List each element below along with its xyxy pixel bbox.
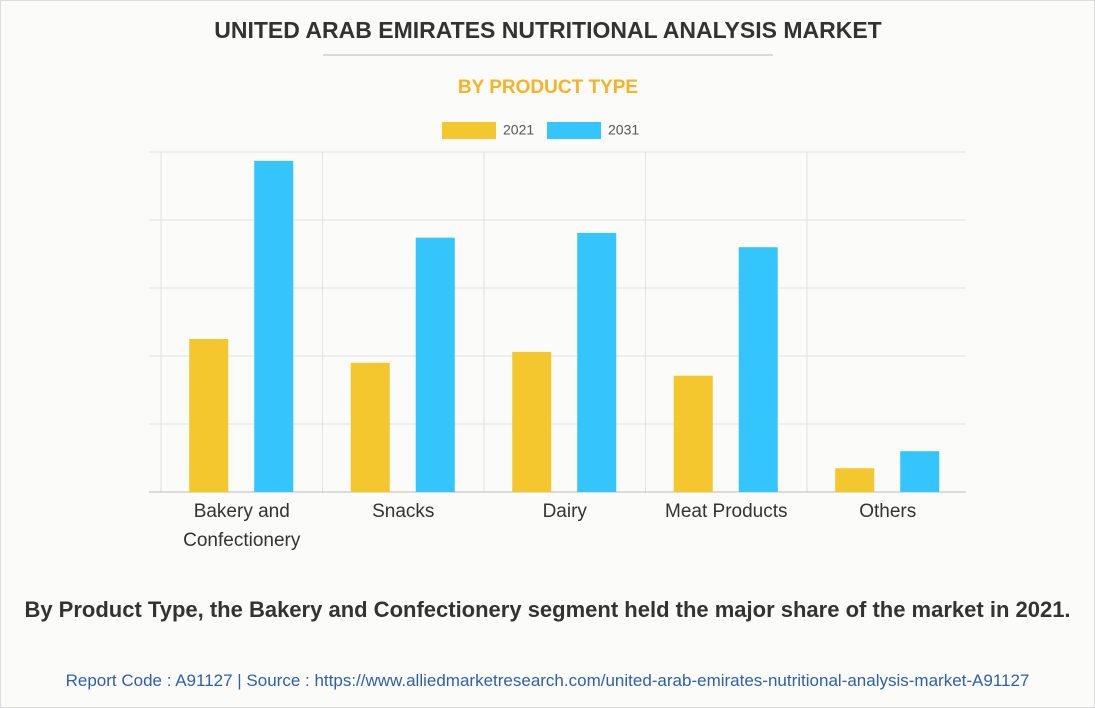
legend-swatch (442, 122, 496, 139)
bar (512, 351, 552, 492)
x-tick-label: Dairy (542, 501, 587, 522)
x-tick-label: Meat Products (665, 501, 788, 522)
footer: Report Code : A91127 | Source : https://… (65, 671, 1030, 690)
bar (673, 375, 713, 492)
x-tick-label: Bakery and Confectionery (183, 501, 301, 551)
bar (835, 468, 875, 492)
bar (415, 237, 455, 492)
chart-title: UNITED ARAB EMIRATES NUTRITIONAL ANALYSI… (214, 17, 881, 43)
bar (900, 451, 940, 492)
x-tick-label: Snacks (372, 501, 435, 522)
bar (738, 247, 778, 492)
bar (254, 160, 294, 492)
legend-label: 2031 (608, 122, 639, 138)
bar (577, 232, 617, 493)
chart-subtitle: BY PRODUCT TYPE (458, 77, 638, 98)
bar (189, 339, 229, 492)
caption: By Product Type, the Bakery and Confecti… (24, 597, 1071, 622)
legend-label: 2021 (503, 122, 534, 138)
legend-swatch (547, 122, 601, 139)
bar (350, 362, 390, 492)
x-tick-label: Others (859, 501, 917, 522)
